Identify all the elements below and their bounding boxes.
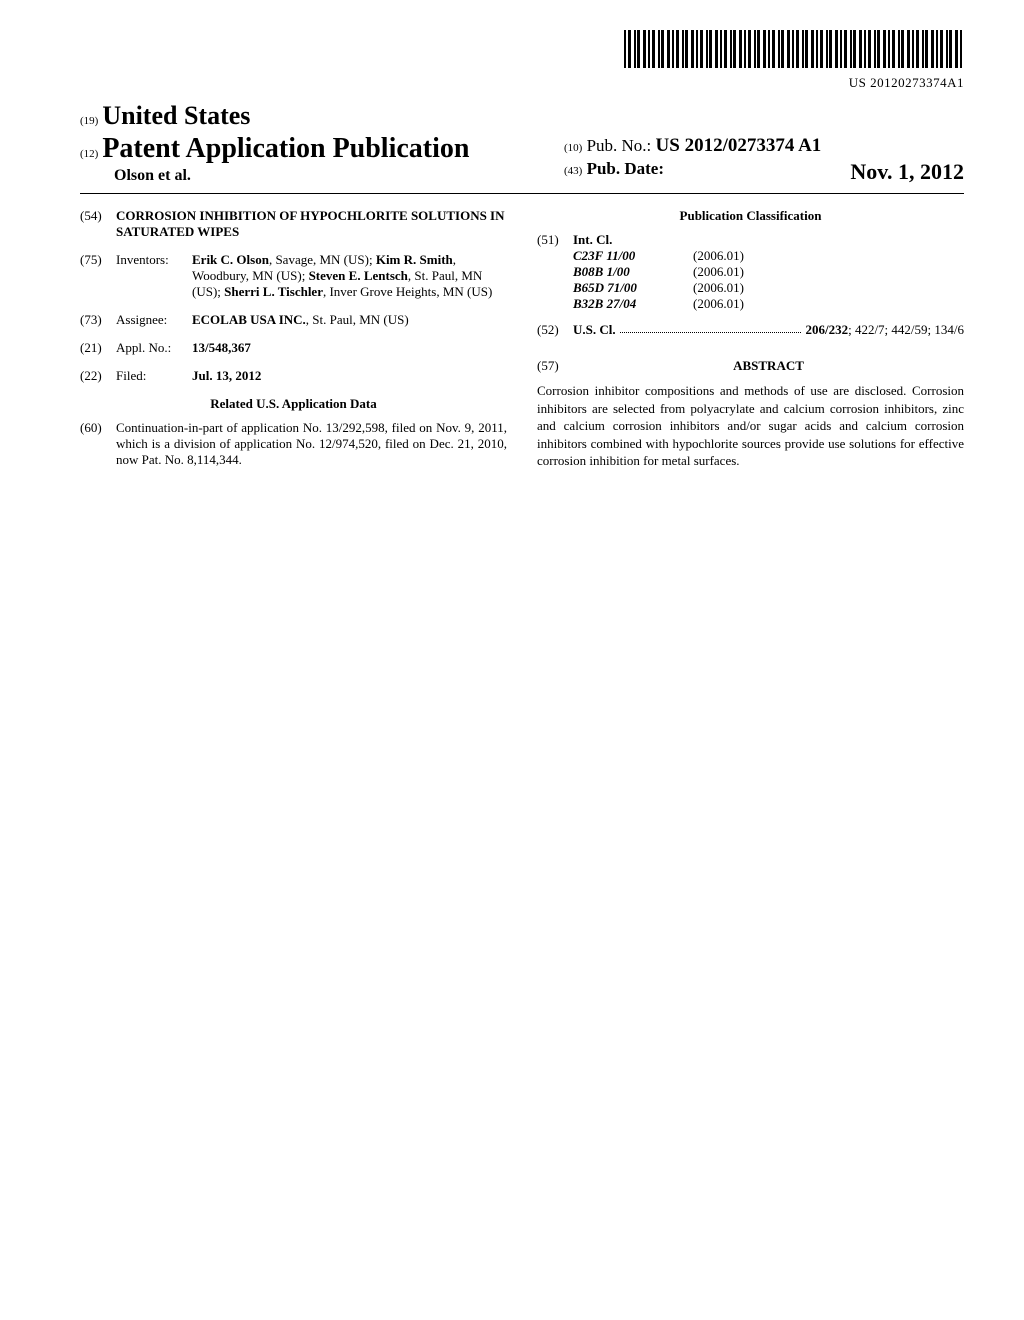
intcl-year-0: (2006.01) — [693, 248, 783, 264]
uscl-entry: (52) U.S. Cl. 206/232; 422/7; 442/59; 13… — [537, 322, 964, 338]
intcl-entry: (51) Int. Cl. C23F 11/00 (2006.01) B08B … — [537, 232, 964, 312]
inventor-1-name: Erik C. Olson — [192, 252, 269, 267]
abstract-text: Corrosion inhibitor compositions and met… — [537, 382, 964, 470]
intcl-row-1: B08B 1/00 (2006.01) — [573, 264, 783, 280]
code-19: (19) — [80, 115, 98, 127]
uscl-dots — [620, 322, 802, 333]
intcl-year-3: (2006.01) — [693, 296, 783, 312]
pubdate-label: Pub. Date: — [587, 159, 664, 178]
inventor-3-name: Steven E. Lentsch — [309, 268, 408, 283]
code-73: (73) — [80, 312, 116, 328]
publication-number: US 2012/0273374 A1 — [656, 135, 822, 156]
barcode-block: US 20120273374A1 — [80, 30, 964, 91]
applno-label: Appl. No.: — [116, 340, 192, 356]
assignee-loc: , St. Paul, MN (US) — [306, 312, 409, 327]
inventor-4-loc: , Inver Grove Heights, MN (US) — [323, 284, 492, 299]
applno-entry: (21) Appl. No.: 13/548,367 — [80, 340, 507, 356]
code-57: (57) — [537, 358, 573, 374]
inventor-2-name: Kim R. Smith — [376, 252, 453, 267]
related-app-heading: Related U.S. Application Data — [80, 396, 507, 412]
code-21: (21) — [80, 340, 116, 356]
inventor-4-name: Sherri L. Tischler — [224, 284, 323, 299]
title-entry: (54) CORROSION INHIBITION OF HYPOCHLORIT… — [80, 208, 507, 240]
abstract-label: ABSTRACT — [573, 358, 964, 374]
code-54: (54) — [80, 208, 116, 240]
content-columns: (54) CORROSION INHIBITION OF HYPOCHLORIT… — [80, 208, 964, 480]
right-column: Publication Classification (51) Int. Cl.… — [537, 208, 964, 480]
code-22: (22) — [80, 368, 116, 384]
header-rule — [80, 193, 964, 194]
pub-class-heading: Publication Classification — [537, 208, 964, 224]
intcl-row-0: C23F 11/00 (2006.01) — [573, 248, 783, 264]
uscl-label: U.S. Cl. — [573, 322, 616, 338]
intcl-code-1: B08B 1/00 — [573, 264, 693, 280]
intcl-row-2: B65D 71/00 (2006.01) — [573, 280, 783, 296]
intcl-code-0: C23F 11/00 — [573, 248, 693, 264]
intcl-row-3: B32B 27/04 (2006.01) — [573, 296, 783, 312]
publication-type: Patent Application Publication — [102, 133, 469, 164]
intcl-code-2: B65D 71/00 — [573, 280, 693, 296]
assignee-entry: (73) Assignee: ECOLAB USA INC., St. Paul… — [80, 312, 507, 328]
author-names: Olson et al. — [114, 167, 191, 184]
inventors-value: Erik C. Olson, Savage, MN (US); Kim R. S… — [192, 252, 507, 300]
inventor-1-loc: , Savage, MN (US); — [269, 252, 376, 267]
assignee-value: ECOLAB USA INC., St. Paul, MN (US) — [192, 312, 507, 328]
filed-date: Jul. 13, 2012 — [192, 368, 507, 384]
inventors-label: Inventors: — [116, 252, 192, 300]
application-number: 13/548,367 — [192, 340, 507, 356]
header-main: (12) Patent Application Publication Olso… — [80, 133, 964, 185]
assignee-label: Assignee: — [116, 312, 192, 328]
assignee-name: ECOLAB USA INC. — [192, 312, 306, 327]
intcl-code-3: B32B 27/04 — [573, 296, 693, 312]
related-entry: (60) Continuation-in-part of application… — [80, 420, 507, 468]
pubno-label: Pub. No.: — [587, 136, 652, 155]
uscl-rest: ; 422/7; 442/59; 134/6 — [848, 322, 964, 337]
invention-title: CORROSION INHIBITION OF HYPOCHLORITE SOL… — [116, 208, 507, 240]
intcl-year-2: (2006.01) — [693, 280, 783, 296]
inventors-entry: (75) Inventors: Erik C. Olson, Savage, M… — [80, 252, 507, 300]
barcode-graphic — [624, 30, 964, 68]
country-name: United States — [102, 101, 250, 130]
filed-label: Filed: — [116, 368, 192, 384]
intcl-year-1: (2006.01) — [693, 264, 783, 280]
publication-date: Nov. 1, 2012 — [850, 159, 964, 185]
code-51: (51) — [537, 232, 573, 312]
header-country-line: (19) United States — [80, 101, 964, 131]
related-app-text: Continuation-in-part of application No. … — [116, 420, 507, 468]
code-52: (52) — [537, 322, 573, 338]
code-75: (75) — [80, 252, 116, 300]
intcl-label: Int. Cl. — [573, 232, 783, 248]
code-60: (60) — [80, 420, 116, 468]
filed-entry: (22) Filed: Jul. 13, 2012 — [80, 368, 507, 384]
code-43: (43) — [564, 165, 582, 177]
code-12: (12) — [80, 148, 98, 160]
uscl-values: 206/232; 422/7; 442/59; 134/6 — [805, 322, 964, 338]
uscl-main: 206/232 — [805, 322, 848, 337]
left-column: (54) CORROSION INHIBITION OF HYPOCHLORIT… — [80, 208, 507, 480]
abstract-heading-row: (57) ABSTRACT — [537, 358, 964, 374]
barcode-number: US 20120273374A1 — [80, 75, 964, 91]
code-10: (10) — [564, 142, 582, 154]
